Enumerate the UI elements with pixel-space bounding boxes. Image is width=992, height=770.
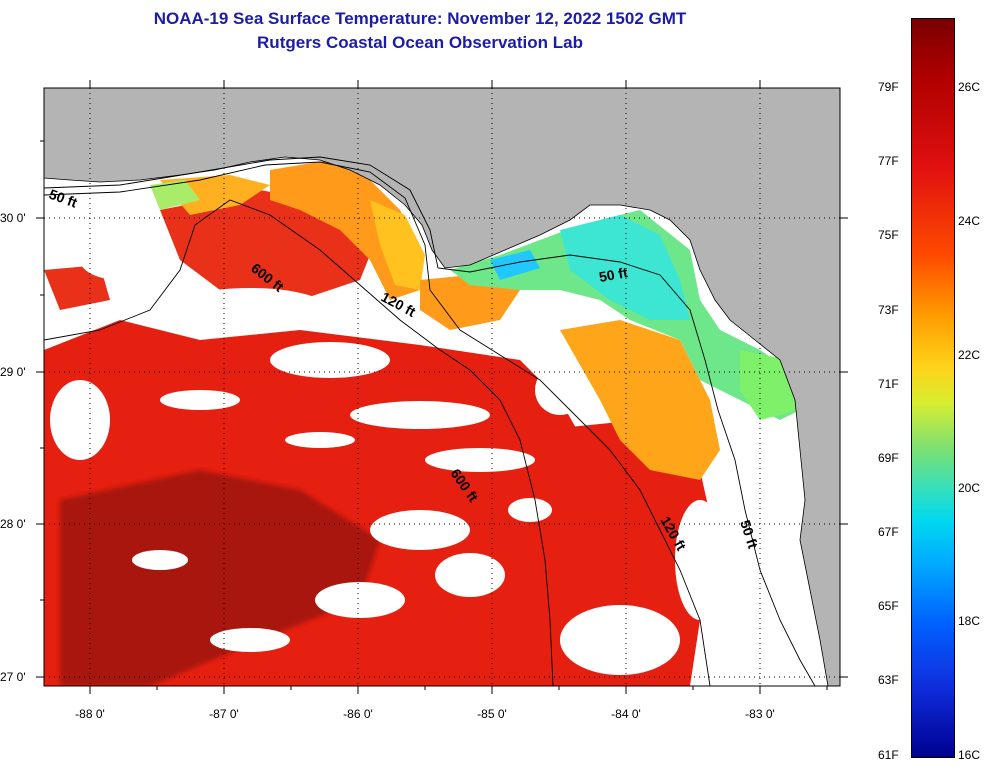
map-subtitle: Rutgers Coastal Ocean Observation Lab (257, 33, 583, 52)
x-tick-label: -83 0' (745, 707, 775, 721)
colorbar-f-label: 79F (878, 80, 899, 94)
map-frame (43, 87, 841, 687)
y-tick-label: 30 0' (0, 211, 26, 225)
x-tick-label: -86 0' (343, 707, 373, 721)
y-tick-label: 28 0' (0, 517, 26, 531)
contour-600ft (44, 199, 554, 686)
colorbar-f-label: 63F (878, 673, 899, 687)
x-tick-label: -85 0' (477, 707, 507, 721)
colorbar-c-label: 24C (958, 214, 981, 228)
colorbar-f-label: 75F (878, 228, 899, 242)
axis-ticks (36, 80, 848, 694)
sst-mid-field (160, 160, 720, 480)
map-title: NOAA-19 Sea Surface Temperature: Novembe… (153, 9, 687, 28)
depth-contours (44, 156, 816, 686)
temperature-colorbar (911, 18, 955, 758)
colorbar-f-label: 73F (878, 303, 899, 317)
x-tick-label: -84 0' (611, 707, 641, 721)
colorbar-f-label: 67F (878, 525, 899, 539)
colorbar-c-label: 22C (958, 348, 981, 362)
y-tick-label: 27 0' (0, 670, 26, 684)
colorbar-c-label: 26C (958, 80, 981, 94)
colorbar-c-label: 18C (958, 614, 981, 628)
contour-120ft (44, 161, 711, 686)
colorbar-c-label: 16C (958, 748, 981, 762)
x-tick-label: -87 0' (209, 707, 239, 721)
colorbar-f-label: 77F (878, 154, 899, 168)
colorbar-c-label: 20C (958, 481, 981, 495)
y-tick-label: 29 0' (0, 365, 26, 379)
contour-label: 50 ft (598, 264, 629, 285)
colorbar-f-label: 65F (878, 599, 899, 613)
contour-50ft (44, 156, 816, 686)
x-tick-label: -88 0' (75, 707, 105, 721)
colorbar-f-label: 69F (878, 451, 899, 465)
colorbar-f-label: 61F (878, 748, 899, 762)
colorbar-f-label: 71F (878, 377, 899, 391)
